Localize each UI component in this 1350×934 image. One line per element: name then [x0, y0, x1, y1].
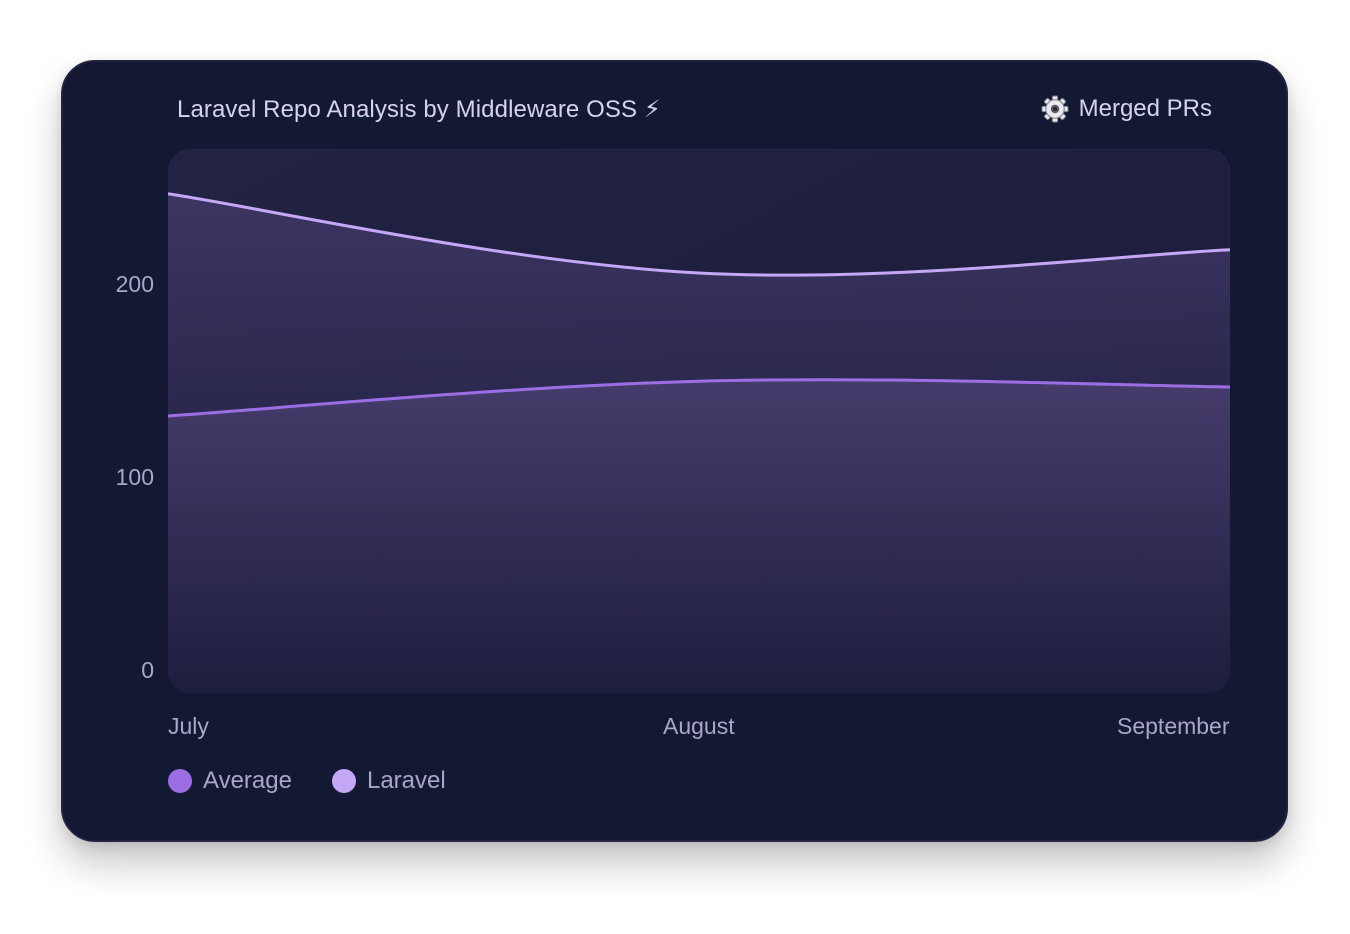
series-line-laravel[interactable]	[168, 192, 1230, 277]
gear-icon	[1041, 95, 1069, 123]
chart-card: Laravel Repo Analysis by Middleware OSS …	[61, 60, 1288, 842]
legend-label: Average	[203, 767, 292, 794]
series-line-average[interactable]	[168, 378, 1230, 418]
x-tick-label: September	[1117, 713, 1230, 739]
metric-label: Merged PRs	[1078, 95, 1212, 122]
y-tick-label: 0	[141, 657, 154, 683]
y-tick-label: 200	[115, 270, 154, 297]
legend-swatch	[168, 769, 192, 793]
area-chart	[168, 149, 1230, 693]
x-tick-label: July	[168, 713, 209, 739]
metric-selector[interactable]: Merged PRs	[1041, 95, 1212, 123]
x-tick-label: August	[663, 713, 735, 739]
plot-area	[168, 149, 1230, 693]
chart-title: Laravel Repo Analysis by Middleware OSS …	[177, 96, 661, 123]
legend-item-average[interactable]: Average	[168, 767, 292, 795]
y-tick-label: 100	[115, 463, 154, 490]
legend-label: Laravel	[366, 767, 446, 794]
legend: Average Laravel	[168, 767, 446, 795]
legend-swatch	[331, 769, 356, 793]
area-fill-average	[168, 379, 1230, 693]
legend-item-laravel[interactable]: Laravel	[331, 767, 446, 795]
